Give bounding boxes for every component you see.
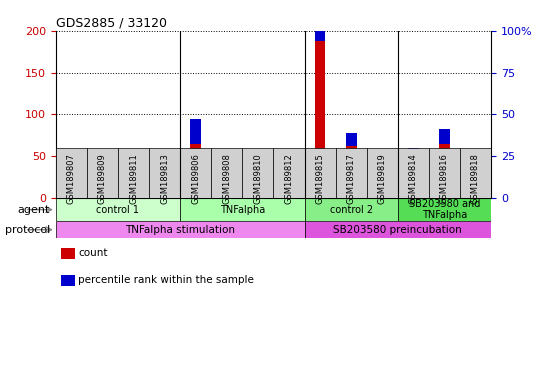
Text: TNFalpha stimulation: TNFalpha stimulation (125, 225, 235, 235)
Bar (149, 148, 180, 198)
Bar (377, 164, 388, 177)
Bar (315, 41, 325, 198)
Text: GSM189808: GSM189808 (222, 153, 231, 204)
Text: count: count (78, 248, 108, 258)
Bar (305, 221, 491, 238)
Bar (429, 148, 460, 198)
Bar (377, 177, 388, 198)
Bar (97, 187, 108, 198)
Bar (222, 190, 232, 198)
Text: control 2: control 2 (330, 205, 373, 215)
Bar (470, 167, 481, 177)
Text: GSM189811: GSM189811 (129, 153, 138, 204)
Text: GSM189814: GSM189814 (409, 153, 418, 204)
Bar (439, 129, 450, 144)
Bar (56, 198, 180, 221)
Text: GSM189810: GSM189810 (253, 153, 262, 204)
Bar (159, 149, 170, 162)
Bar (315, 0, 325, 41)
Text: GSM189807: GSM189807 (67, 153, 76, 204)
Bar (97, 177, 108, 187)
Bar (305, 148, 335, 198)
Bar (367, 148, 398, 198)
Text: SB203580 and
TNFalpha: SB203580 and TNFalpha (408, 199, 480, 220)
Bar (190, 119, 201, 144)
Bar (398, 198, 491, 221)
Bar (273, 148, 305, 198)
Bar (128, 177, 139, 198)
Bar (87, 148, 118, 198)
Text: percentile rank within the sample: percentile rank within the sample (78, 275, 254, 285)
Text: protocol: protocol (5, 225, 50, 235)
Text: GSM189819: GSM189819 (378, 153, 387, 204)
Bar (346, 146, 357, 198)
Bar (470, 177, 481, 198)
Bar (283, 181, 295, 198)
Bar (180, 198, 305, 221)
Text: GSM189818: GSM189818 (471, 153, 480, 204)
Bar (66, 190, 77, 198)
Bar (398, 148, 429, 198)
Text: agent: agent (18, 205, 50, 215)
Text: GSM189809: GSM189809 (98, 153, 107, 204)
Bar (252, 177, 263, 185)
Text: GDS2885 / 33120: GDS2885 / 33120 (56, 17, 167, 30)
Text: TNFalpha: TNFalpha (220, 205, 265, 215)
Text: GSM189812: GSM189812 (285, 153, 294, 204)
Bar (118, 148, 149, 198)
Bar (305, 198, 398, 221)
Text: GSM189806: GSM189806 (191, 153, 200, 204)
Bar (66, 181, 77, 190)
Text: GSM189815: GSM189815 (316, 153, 325, 204)
Bar (408, 164, 418, 198)
Bar (211, 148, 242, 198)
Bar (180, 148, 211, 198)
Text: GSM189813: GSM189813 (160, 153, 169, 204)
Bar (128, 166, 139, 177)
Text: SB203580 preincubation: SB203580 preincubation (333, 225, 462, 235)
Bar (222, 183, 232, 190)
Bar (242, 148, 273, 198)
Bar (346, 133, 357, 146)
Bar (408, 148, 418, 164)
Bar (252, 185, 263, 198)
Bar (335, 148, 367, 198)
Bar (190, 144, 201, 198)
Text: GSM189816: GSM189816 (440, 153, 449, 204)
Bar (439, 144, 450, 198)
Bar (283, 173, 295, 181)
Bar (56, 148, 87, 198)
Text: control 1: control 1 (97, 205, 140, 215)
Bar (159, 162, 170, 198)
Bar (56, 221, 305, 238)
Bar (460, 148, 491, 198)
Text: GSM189817: GSM189817 (347, 153, 355, 204)
